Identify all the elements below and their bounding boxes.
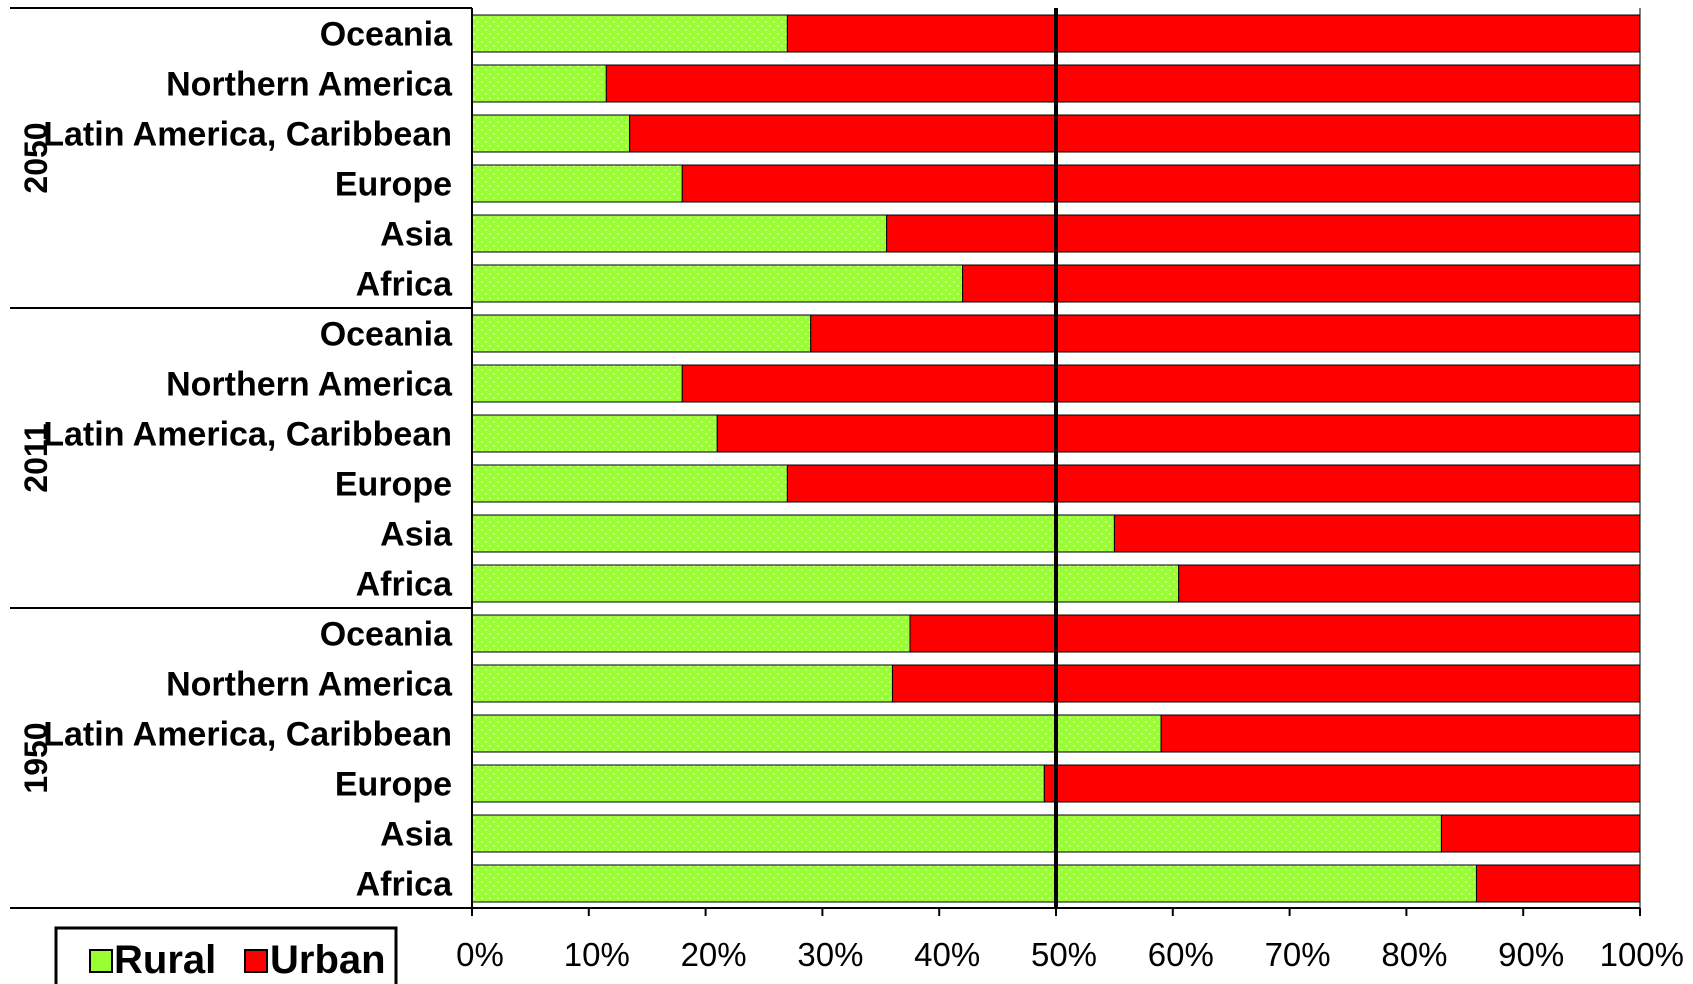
bar-urban-2011-europe xyxy=(786,464,1641,503)
x-tick-label: 90% xyxy=(1498,936,1564,973)
x-axis: 0% 10% 20% 30% 40% 50% 60% 70% 80% 90% 100% xyxy=(10,8,1684,973)
x-tick-label: 40% xyxy=(914,936,980,973)
legend-swatch-rural xyxy=(89,949,113,973)
bar-urban-1950-latin-america-caribbean xyxy=(1160,714,1641,753)
bar-rural-1950-latin-america-caribbean xyxy=(471,714,1162,753)
x-tick-label: 0% xyxy=(456,936,504,973)
x-tick-label: 10% xyxy=(564,936,630,973)
category-label: Oceania xyxy=(320,16,453,54)
x-tick-label: 30% xyxy=(797,936,863,973)
bar-urban-2050-oceania xyxy=(786,14,1641,53)
bar-urban-2011-latin-america-caribbean xyxy=(716,414,1641,453)
bar-rural-1950-africa xyxy=(471,864,1477,903)
category-label: Latin America, Caribbean xyxy=(43,716,452,754)
x-tick-label: 20% xyxy=(681,936,747,973)
bar-rural-1950-oceania xyxy=(471,614,911,653)
legend-swatch-urban xyxy=(244,949,268,973)
category-label: Asia xyxy=(380,516,453,554)
category-labels: Oceania Northern America Latin America, Ca… xyxy=(10,7,472,904)
category-label: Latin America, Caribbean xyxy=(43,116,452,154)
bar-urban-2011-northern-america xyxy=(681,364,1641,403)
bar-rural-2050-asia xyxy=(471,214,888,253)
bar-rural-1950-northern-america xyxy=(471,664,893,703)
bar-rural-2050-northern-america xyxy=(471,64,607,103)
bar-rural-2011-africa xyxy=(471,564,1180,603)
x-tick-label: 60% xyxy=(1148,936,1214,973)
category-label: Africa xyxy=(356,266,453,304)
bar-rural-2011-northern-america xyxy=(471,364,683,403)
x-tick-label: 80% xyxy=(1381,936,1447,973)
category-label: Northern America xyxy=(166,366,453,404)
bar-urban-1950-asia xyxy=(1440,814,1641,853)
bar-rural-2011-europe xyxy=(471,464,788,503)
bar-rural-2011-oceania xyxy=(471,314,812,353)
bar-urban-2011-oceania xyxy=(810,314,1641,353)
bar-urban-2050-africa xyxy=(962,264,1641,303)
category-label: Asia xyxy=(380,216,453,254)
bar-urban-2011-asia xyxy=(1113,514,1641,553)
legend: Rural Urban xyxy=(54,926,398,984)
legend-label-rural: Rural xyxy=(114,938,216,982)
bar-rural-1950-asia xyxy=(471,814,1442,853)
x-tick-label: 70% xyxy=(1265,936,1331,973)
category-label: Europe xyxy=(335,766,452,804)
category-label: Northern America xyxy=(166,66,453,104)
bar-urban-1950-oceania xyxy=(909,614,1641,653)
category-label: Oceania xyxy=(320,316,453,354)
bar-urban-2011-africa xyxy=(1178,564,1641,603)
category-label: Europe xyxy=(335,166,452,204)
bar-urban-1950-northern-america xyxy=(891,664,1641,703)
category-label: Europe xyxy=(335,466,452,504)
group-label-2011: 2011 xyxy=(18,423,54,492)
category-label: Northern America xyxy=(166,666,453,704)
bar-rural-2011-asia xyxy=(471,514,1115,553)
bar-rural-2050-africa xyxy=(471,264,964,303)
x-tick-label: 100% xyxy=(1600,936,1684,973)
bar-rural-2050-oceania xyxy=(471,14,788,53)
legend-label-urban: Urban xyxy=(270,938,386,982)
bar-urban-2050-europe xyxy=(681,164,1641,203)
bar-urban-1950-europe xyxy=(1043,764,1641,803)
category-label: Latin America, Caribbean xyxy=(43,416,452,454)
bar-urban-1950-africa xyxy=(1475,864,1641,903)
category-label: Africa xyxy=(356,566,453,604)
bar-rural-1950-europe xyxy=(471,764,1045,803)
bar-rural-2011-latin-america-caribbean xyxy=(471,414,718,453)
plot-area xyxy=(471,8,1641,908)
bar-rural-2050-europe xyxy=(471,164,683,203)
group-label-1950: 1950 xyxy=(18,722,54,793)
category-label: Asia xyxy=(380,816,453,854)
bar-urban-2050-latin-america-caribbean xyxy=(629,114,1641,153)
bar-urban-2050-asia xyxy=(886,214,1641,253)
category-label: Oceania xyxy=(320,616,453,654)
category-label: Africa xyxy=(356,866,453,904)
group-label-2050: 2050 xyxy=(18,122,54,193)
x-tick-label: 50% xyxy=(1031,936,1097,973)
bar-rural-2050-latin-america-caribbean xyxy=(471,114,631,153)
bar-urban-2050-northern-america xyxy=(605,64,1641,103)
